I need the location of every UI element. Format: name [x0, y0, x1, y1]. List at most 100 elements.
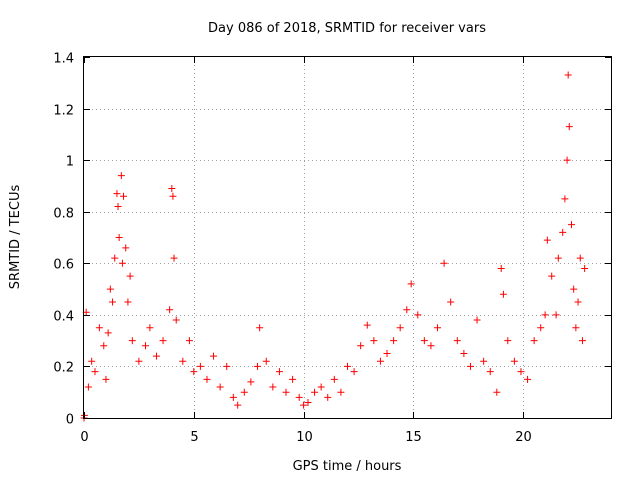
data-point [289, 375, 297, 383]
x-tick-label: 5 [190, 430, 198, 445]
data-point [166, 306, 174, 314]
data-point [407, 280, 415, 288]
data-point [169, 192, 177, 200]
data-point [170, 254, 178, 262]
data-point [396, 324, 404, 332]
data-point [567, 221, 575, 229]
data-point [118, 259, 126, 267]
data-point [543, 236, 551, 244]
data-point [128, 337, 136, 345]
data-point [120, 192, 128, 200]
x-tick-label: 20 [515, 430, 532, 445]
data-point [216, 383, 224, 391]
data-point [383, 350, 391, 358]
axes: 0 0.2 0.4 0.6 0.8 1 1.2 1.4 0 5 10 15 20 [53, 52, 611, 445]
data-point [117, 172, 125, 180]
y-tick-label: 0.4 [53, 310, 74, 325]
plot-frame [83, 56, 612, 419]
data-point [115, 234, 123, 241]
data-point [203, 375, 211, 383]
data-point [460, 350, 468, 358]
data-point [126, 272, 134, 280]
data-point [111, 254, 119, 262]
data-point [172, 316, 180, 324]
data-point [453, 337, 461, 345]
data-point [537, 324, 545, 332]
data-point [530, 337, 538, 345]
data-point [102, 375, 110, 383]
data-point [357, 342, 365, 350]
y-tick-label: 0 [66, 413, 74, 428]
data-point [524, 375, 532, 383]
data-point [497, 264, 505, 272]
data-point [440, 259, 448, 267]
data-point [91, 368, 99, 376]
data-point [179, 357, 187, 365]
data-point [504, 337, 512, 345]
data-point [275, 368, 283, 376]
data-point [113, 190, 121, 198]
data-point [210, 352, 218, 360]
data-point [565, 123, 573, 131]
data-point [570, 285, 578, 293]
data-point [247, 378, 255, 386]
data-point [344, 362, 351, 370]
data-point [564, 71, 572, 79]
data-point [109, 298, 117, 306]
data-point [185, 337, 193, 345]
data-point [234, 401, 242, 409]
data-point [300, 401, 308, 409]
data-point [311, 388, 319, 396]
data-point [256, 324, 264, 332]
y-axis-label: SRMTID / TECUs [8, 185, 23, 290]
data-point [337, 388, 345, 396]
data-point [370, 337, 378, 345]
data-points [80, 71, 589, 422]
data-point [223, 362, 231, 370]
data-point [486, 368, 494, 376]
data-point [100, 342, 108, 350]
x-tick-label: 0 [80, 430, 88, 445]
data-point [88, 357, 96, 365]
data-point [552, 311, 560, 319]
data-point [295, 393, 303, 401]
data-point [95, 324, 103, 332]
data-point [190, 368, 198, 376]
data-point [376, 357, 384, 365]
data-point [330, 375, 338, 383]
data-point [84, 383, 92, 391]
y-tick-label: 1 [66, 155, 74, 170]
data-point [141, 342, 149, 350]
x-tick-label: 15 [405, 430, 422, 445]
data-point [282, 388, 290, 396]
data-point [114, 203, 122, 211]
data-point [135, 357, 143, 365]
x-tick-label: 10 [296, 430, 313, 445]
data-point [104, 329, 112, 337]
data-point [253, 362, 261, 370]
data-point [196, 362, 204, 370]
y-tick-label: 0.8 [53, 207, 74, 222]
data-point [517, 368, 525, 376]
data-point [563, 156, 571, 164]
data-point [124, 298, 132, 306]
grid [84, 57, 611, 418]
data-point [578, 337, 586, 345]
data-point [269, 383, 277, 391]
data-point [168, 185, 176, 193]
x-axis-label: GPS time / hours [293, 459, 402, 474]
data-point [447, 298, 455, 306]
data-point [480, 357, 488, 365]
data-point [262, 357, 270, 365]
data-point [554, 254, 562, 262]
y-tick-label: 0.6 [53, 258, 74, 273]
data-point [146, 324, 154, 332]
data-point [317, 383, 325, 391]
data-point [473, 316, 481, 324]
data-point [427, 342, 435, 350]
data-point [493, 388, 501, 396]
data-point [420, 337, 428, 345]
data-point [324, 393, 332, 401]
data-point [434, 324, 442, 332]
